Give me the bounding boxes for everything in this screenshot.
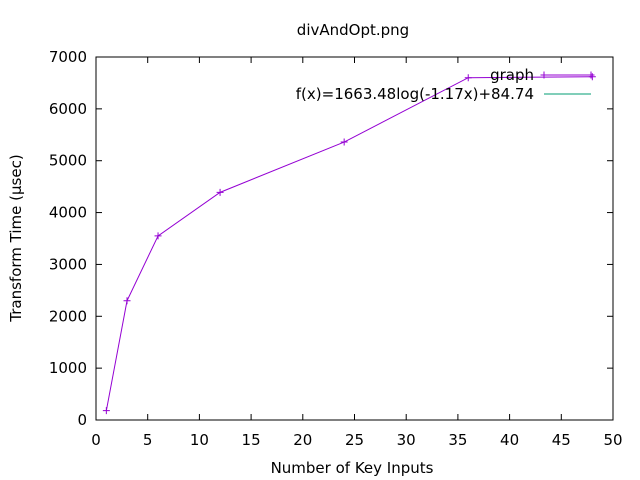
x-tick-label: 15 — [242, 431, 261, 449]
y-tick-label: 6000 — [49, 100, 87, 118]
y-tick-label: 0 — [77, 411, 87, 429]
x-tick-label: 20 — [293, 431, 312, 449]
x-tick-label: 50 — [603, 431, 622, 449]
x-tick-label: 5 — [143, 431, 153, 449]
x-tick-label: 10 — [190, 431, 209, 449]
legend-label: f(x)=1663.48log(-1.17x)+84.74 — [296, 85, 534, 103]
series-line — [105, 76, 593, 411]
axis-ticks: 0 5 10 15 20 25 30 35 40 45 50 0 1000 2000 3000 4000 500… — [49, 48, 623, 449]
y-tick-label: 2000 — [49, 307, 87, 325]
x-axis-label: Number of Key Inputs — [271, 459, 434, 477]
plot-border — [95, 56, 614, 421]
x-tick-label: 35 — [448, 431, 467, 449]
legend-label: graph — [490, 66, 534, 84]
y-axis-label: Transform Time (µsec) — [7, 154, 25, 322]
legend-marker — [587, 71, 595, 79]
x-tick-label: 0 — [91, 431, 101, 449]
series-layer — [102, 73, 596, 415]
y-tick-label: 7000 — [49, 48, 87, 66]
data-point — [102, 407, 110, 415]
y-tick-label: 3000 — [49, 255, 87, 273]
legend-marker — [540, 71, 548, 79]
data-point — [123, 297, 131, 305]
y-tick-label: 1000 — [49, 359, 87, 377]
y-tick-label: 4000 — [49, 204, 87, 222]
data-point — [464, 74, 472, 82]
x-tick-label: 40 — [500, 431, 519, 449]
data-point — [154, 232, 162, 240]
data-point — [340, 138, 348, 146]
x-tick-label: 45 — [552, 431, 571, 449]
x-tick-label: 25 — [345, 431, 364, 449]
x-tick-label: 30 — [397, 431, 416, 449]
data-point — [216, 188, 224, 196]
data-point — [588, 73, 596, 81]
y-tick-label: 5000 — [49, 152, 87, 170]
chart-title: divAndOpt.png — [297, 21, 409, 39]
